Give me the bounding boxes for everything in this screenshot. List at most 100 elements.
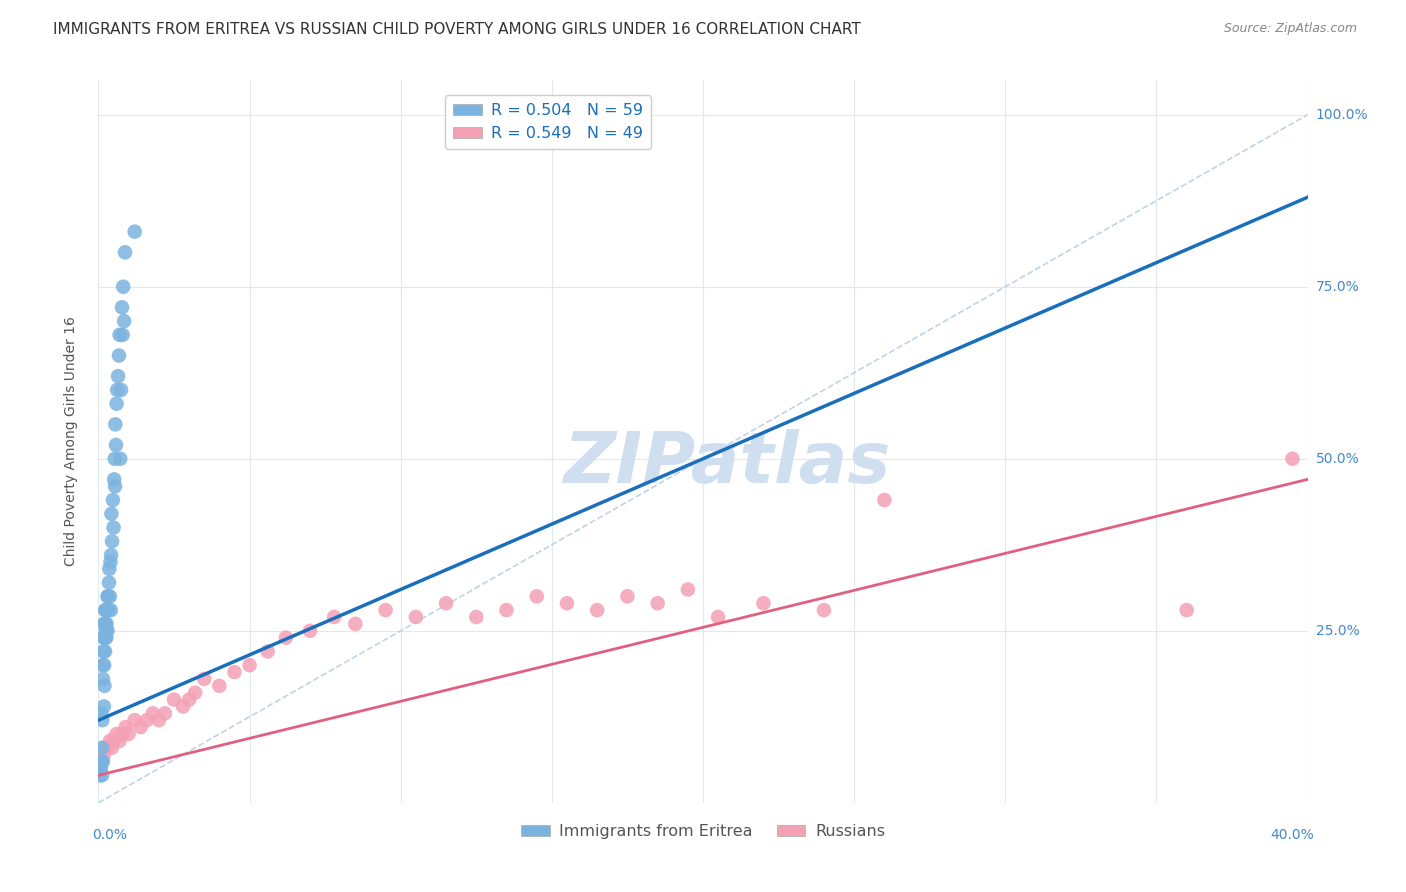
Point [94, 616, 117, 631]
Point [873, 493, 896, 508]
Point [105, 383, 128, 397]
Point [256, 644, 278, 658]
Text: Source: ZipAtlas.com: Source: ZipAtlas.com [1223, 22, 1357, 36]
Point [104, 438, 127, 452]
Point [647, 596, 669, 610]
Point [104, 479, 127, 493]
Point [90, 755, 112, 769]
Point [110, 383, 132, 397]
Text: 100.0%: 100.0% [1316, 108, 1368, 121]
Point [193, 672, 215, 686]
Point [1281, 451, 1303, 466]
Point [101, 740, 124, 755]
Point [108, 349, 131, 363]
Point [96, 631, 118, 645]
Point [90, 706, 112, 721]
Point [813, 603, 835, 617]
Point [108, 327, 131, 342]
Point [405, 610, 427, 624]
Point [103, 472, 125, 486]
Point [239, 658, 262, 673]
Point [103, 734, 125, 748]
Point [616, 590, 638, 604]
Point [586, 603, 609, 617]
Point [91, 713, 114, 727]
Point [91, 740, 114, 755]
Point [555, 596, 578, 610]
Point [224, 665, 246, 679]
Point [96, 740, 118, 755]
Point [101, 493, 124, 508]
Text: 50.0%: 50.0% [1316, 451, 1360, 466]
Point [94, 644, 117, 658]
Point [93, 658, 115, 673]
Point [1175, 603, 1198, 617]
Point [112, 279, 135, 293]
Point [94, 624, 117, 638]
Text: 75.0%: 75.0% [1316, 280, 1360, 293]
Point [93, 679, 115, 693]
Point [374, 603, 396, 617]
Legend: Immigrants from Eritrea, Russians: Immigrants from Eritrea, Russians [515, 818, 891, 846]
Point [111, 301, 134, 315]
Point [108, 734, 131, 748]
Point [465, 610, 488, 624]
Text: ZIPatlas: ZIPatlas [564, 429, 891, 498]
Point [299, 624, 322, 638]
Point [100, 507, 122, 521]
Point [111, 327, 134, 342]
Point [94, 740, 117, 755]
Text: 25.0%: 25.0% [1316, 624, 1360, 638]
Point [94, 603, 117, 617]
Point [93, 631, 115, 645]
Point [172, 699, 194, 714]
Point [93, 631, 115, 645]
Point [100, 603, 122, 617]
Point [93, 747, 115, 762]
Point [124, 225, 146, 239]
Y-axis label: Child Poverty Among Girls Under 16: Child Poverty Among Girls Under 16 [63, 317, 77, 566]
Point [104, 417, 127, 432]
Point [91, 672, 114, 686]
Point [104, 451, 127, 466]
Point [676, 582, 699, 597]
Point [91, 755, 114, 769]
Point [344, 616, 367, 631]
Point [135, 713, 157, 727]
Point [97, 603, 120, 617]
Point [112, 314, 135, 328]
Point [89, 768, 111, 782]
Point [107, 369, 129, 384]
Point [105, 727, 128, 741]
Point [94, 603, 117, 617]
Point [526, 590, 548, 604]
Point [90, 761, 112, 775]
Point [179, 692, 201, 706]
Point [184, 686, 207, 700]
Point [153, 706, 176, 721]
Point [105, 397, 128, 411]
Point [96, 590, 118, 604]
Point [96, 616, 118, 631]
Point [114, 245, 136, 260]
Point [94, 631, 117, 645]
Point [98, 734, 121, 748]
Point [93, 616, 115, 631]
Point [163, 692, 186, 706]
Point [96, 603, 118, 617]
Point [111, 727, 134, 741]
Point [90, 755, 112, 769]
Point [323, 610, 346, 624]
Text: 0.0%: 0.0% [93, 828, 128, 842]
Point [94, 616, 117, 631]
Point [91, 658, 114, 673]
Point [752, 596, 775, 610]
Point [707, 610, 730, 624]
Point [274, 631, 297, 645]
Point [91, 768, 114, 782]
Point [148, 713, 170, 727]
Point [434, 596, 457, 610]
Point [142, 706, 165, 721]
Point [495, 603, 517, 617]
Point [93, 699, 115, 714]
